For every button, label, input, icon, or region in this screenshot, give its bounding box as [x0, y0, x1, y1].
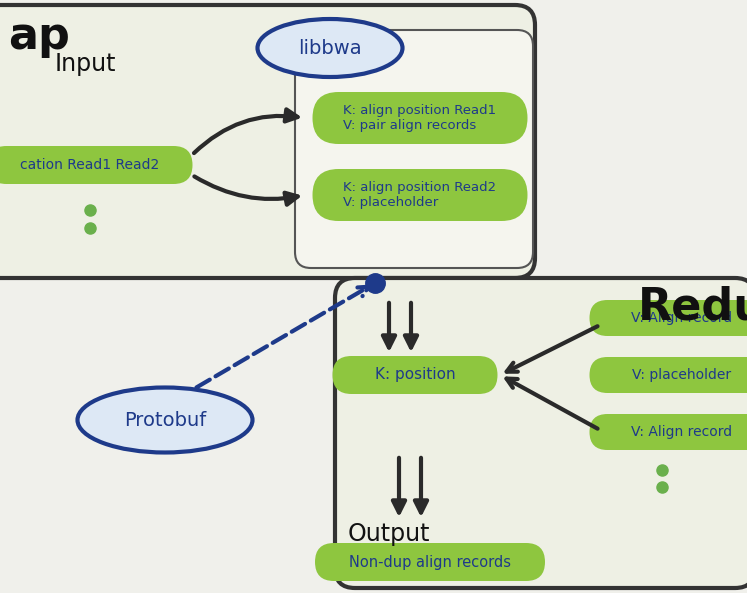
Text: V: placeholder: V: placeholder: [633, 368, 731, 382]
FancyBboxPatch shape: [589, 414, 747, 450]
Ellipse shape: [78, 387, 252, 452]
Text: V: Align record: V: Align record: [631, 425, 733, 439]
Text: Input: Input: [55, 52, 117, 76]
Text: K: position: K: position: [375, 368, 456, 382]
FancyBboxPatch shape: [332, 356, 498, 394]
Text: K: align position Read2
V: placeholder: K: align position Read2 V: placeholder: [344, 181, 497, 209]
Text: Reduc: Reduc: [638, 285, 747, 328]
FancyBboxPatch shape: [589, 300, 747, 336]
FancyBboxPatch shape: [315, 543, 545, 581]
Text: V: Align record: V: Align record: [631, 311, 733, 325]
Ellipse shape: [258, 19, 403, 77]
Text: cation Read1 Read2: cation Read1 Read2: [20, 158, 160, 172]
Text: libbwa: libbwa: [298, 39, 362, 58]
FancyBboxPatch shape: [589, 357, 747, 393]
Text: ap: ap: [8, 15, 70, 58]
Text: Output: Output: [348, 522, 430, 546]
FancyBboxPatch shape: [335, 278, 747, 588]
Text: K: align position Read1
V: pair align records: K: align position Read1 V: pair align re…: [344, 104, 497, 132]
FancyBboxPatch shape: [295, 30, 533, 268]
FancyBboxPatch shape: [312, 169, 527, 221]
Text: Protobuf: Protobuf: [124, 410, 206, 429]
FancyBboxPatch shape: [0, 146, 193, 184]
FancyBboxPatch shape: [312, 92, 527, 144]
FancyBboxPatch shape: [0, 5, 535, 278]
Text: Non-dup align records: Non-dup align records: [349, 554, 511, 569]
